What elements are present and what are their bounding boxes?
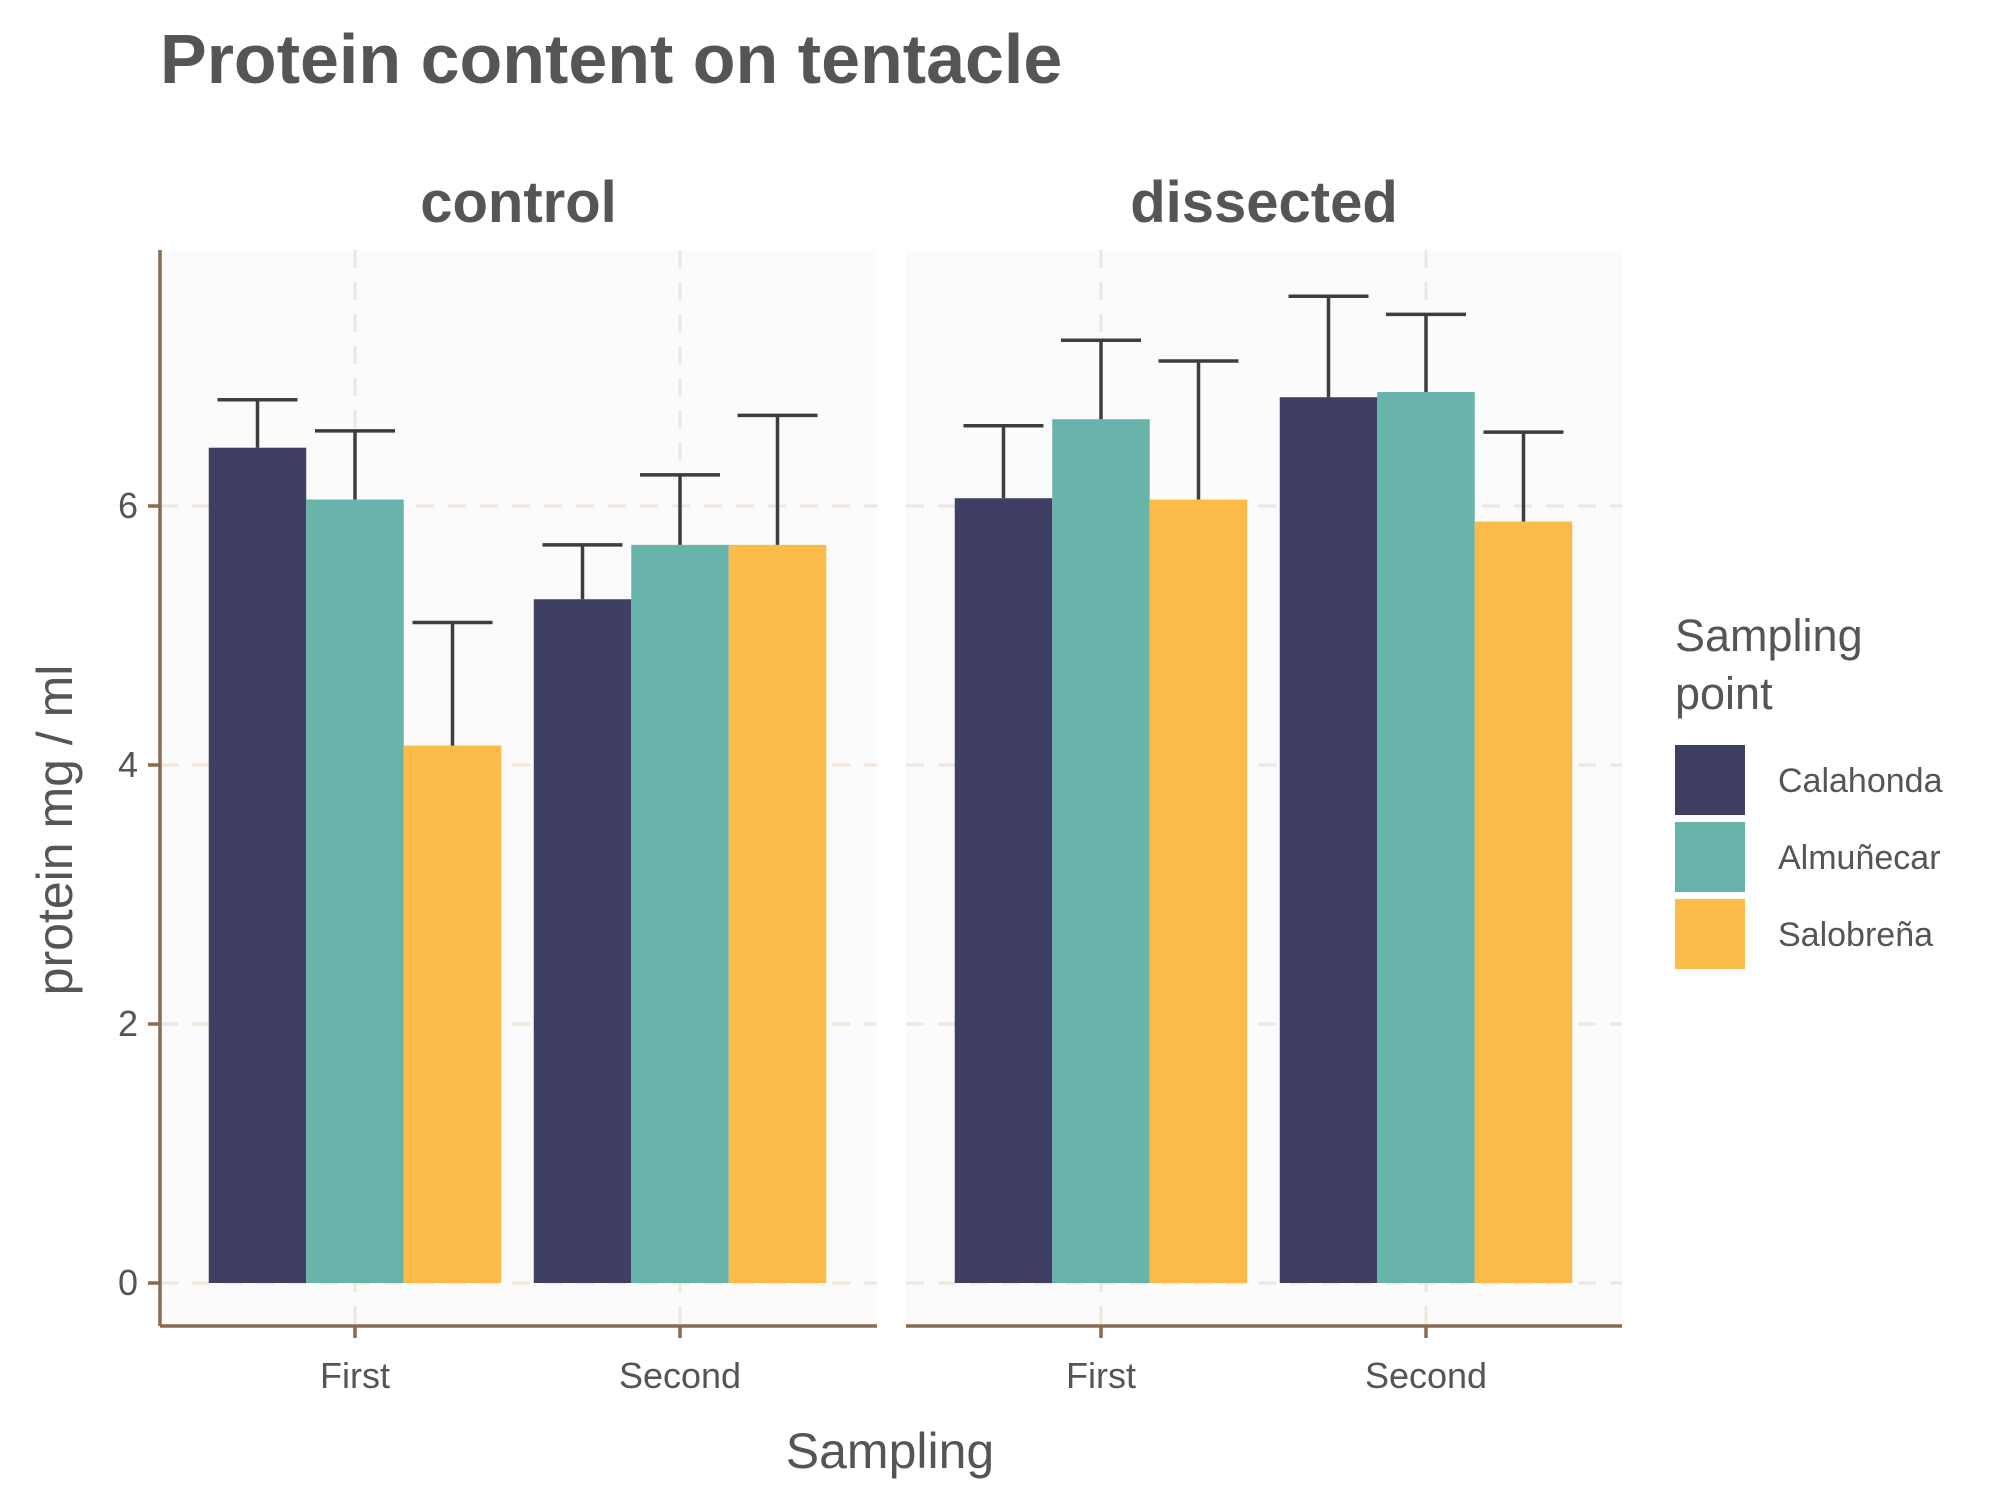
y-tick-label: 6	[118, 485, 138, 526]
panel-dissected: dissected	[906, 170, 1622, 1326]
chart-title: Protein content on tentacle	[160, 20, 1062, 98]
y-axis-title: protein mg / ml	[27, 665, 83, 996]
y-tick-label: 2	[118, 1003, 138, 1044]
bar-dissected-second-0	[1279, 397, 1378, 1284]
bar-dissected-first-1	[1052, 419, 1150, 1283]
x-tick-label: First	[320, 1355, 390, 1396]
legend-key-0	[1675, 745, 1745, 815]
facet-label-dissected: dissected	[1130, 170, 1398, 235]
x-tick-label: First	[1066, 1355, 1136, 1396]
legend: Sampling point Calahonda Almuñecar Salobreña	[1675, 610, 1943, 969]
legend-title: Sampling	[1675, 610, 1863, 661]
bar-control-first-0	[208, 447, 307, 1284]
bar-control-first-1	[306, 499, 404, 1283]
panel-control: control	[160, 170, 877, 1326]
legend-label-1: Almuñecar	[1778, 839, 1941, 877]
x-tick-label: Second	[1365, 1355, 1487, 1396]
bar-control-second-2	[728, 544, 827, 1283]
bar-control-second-0	[533, 599, 632, 1283]
x-axis-title: Sampling	[786, 1423, 994, 1479]
x-tick-label: Second	[619, 1355, 741, 1396]
legend-key-2	[1675, 899, 1745, 969]
chart-panels: control dissected	[160, 170, 1622, 1326]
legend-title: point	[1675, 668, 1773, 719]
y-tick-label: 0	[118, 1262, 138, 1303]
legend-label-2: Salobreña	[1778, 916, 1933, 954]
legend-label-0: Calahonda	[1778, 762, 1943, 800]
bar-dissected-first-2	[1149, 499, 1248, 1283]
y-tick-label: 4	[118, 744, 138, 785]
bar-dissected-first-0	[954, 498, 1053, 1284]
facet-label-control: control	[420, 170, 617, 235]
bar-control-first-2	[403, 745, 502, 1283]
bar-control-second-1	[631, 544, 729, 1283]
chart-axes: First Second First Second 0 2 4 6	[118, 250, 1622, 1396]
bar-dissected-second-2	[1474, 521, 1573, 1283]
bar-dissected-second-1	[1377, 392, 1475, 1283]
legend-key-1	[1675, 822, 1745, 892]
